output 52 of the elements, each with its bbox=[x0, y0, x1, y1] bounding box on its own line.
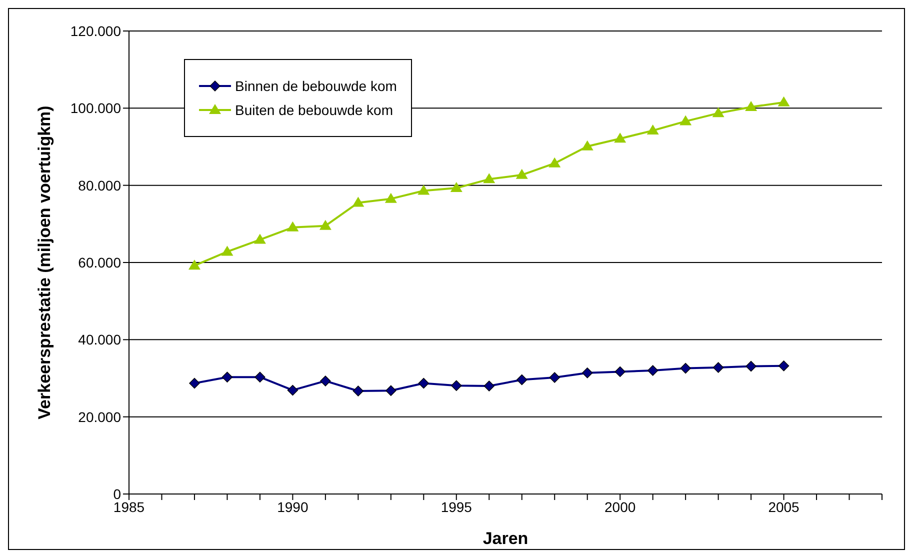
point bbox=[286, 221, 299, 232]
point bbox=[516, 374, 528, 386]
point bbox=[319, 220, 332, 230]
point bbox=[222, 372, 233, 382]
point bbox=[778, 360, 790, 372]
point bbox=[712, 107, 724, 118]
point bbox=[418, 378, 429, 389]
point bbox=[483, 173, 496, 184]
point bbox=[450, 182, 462, 192]
point bbox=[287, 384, 298, 396]
point bbox=[221, 246, 234, 256]
x-tick-label: 1995 bbox=[440, 498, 472, 515]
point bbox=[254, 234, 266, 244]
point bbox=[581, 140, 594, 150]
point bbox=[745, 101, 758, 112]
point bbox=[614, 366, 626, 378]
point bbox=[254, 372, 266, 382]
point bbox=[746, 360, 756, 372]
point bbox=[484, 380, 494, 392]
point bbox=[582, 368, 593, 378]
point bbox=[548, 157, 561, 168]
point bbox=[320, 376, 331, 386]
point bbox=[614, 132, 626, 143]
point bbox=[189, 378, 200, 389]
point bbox=[188, 260, 200, 270]
point bbox=[712, 362, 724, 373]
y-tick-label: 20.000 bbox=[78, 408, 122, 425]
point bbox=[647, 365, 658, 376]
y-tick-label: 120.000 bbox=[70, 22, 122, 39]
y-axis-title: Verkeersprestatie (miljoen voertuigkm) bbox=[35, 106, 54, 420]
point bbox=[680, 115, 692, 126]
point bbox=[352, 196, 364, 207]
point bbox=[549, 372, 560, 383]
y-tick-label: 40.000 bbox=[78, 332, 122, 348]
point bbox=[451, 380, 462, 391]
point bbox=[516, 168, 528, 179]
point bbox=[646, 124, 659, 135]
x-tick-label: 2005 bbox=[768, 498, 800, 515]
point bbox=[352, 386, 364, 396]
legend-label: Binnen de bebouwde kom bbox=[235, 78, 397, 94]
point bbox=[778, 96, 790, 106]
y-tick-label: 60.000 bbox=[78, 254, 122, 270]
legend-label: Buiten de bebouwde kom bbox=[235, 102, 393, 118]
point bbox=[418, 184, 430, 195]
point bbox=[384, 192, 397, 203]
x-tick-label: 2000 bbox=[604, 498, 636, 515]
y-tick-label: 100.000 bbox=[70, 100, 122, 116]
x-axis-title: Jaren bbox=[482, 529, 528, 548]
point bbox=[680, 362, 691, 374]
y-tick-label: 80.000 bbox=[78, 177, 122, 194]
x-tick-label: 1990 bbox=[277, 498, 308, 515]
point bbox=[386, 385, 396, 396]
